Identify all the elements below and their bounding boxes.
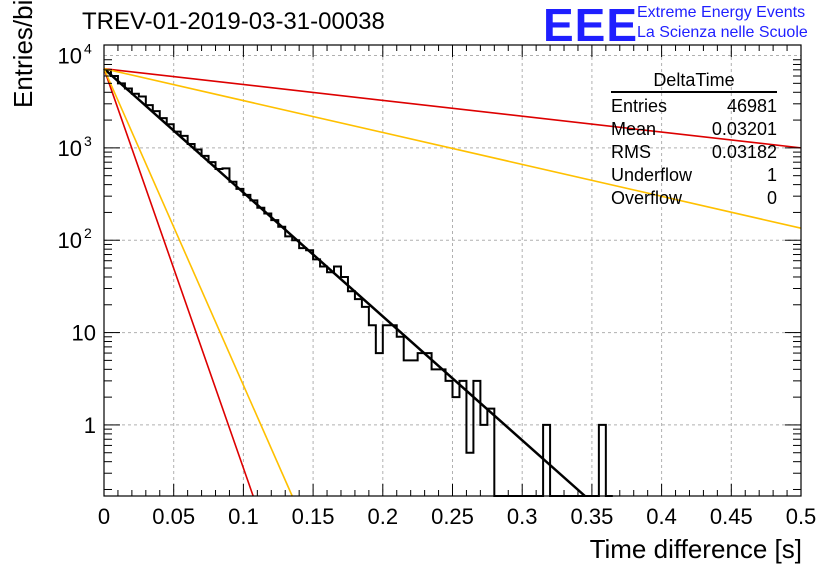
stats-title: DeltaTime <box>611 70 777 93</box>
fit-line-3 <box>103 67 802 229</box>
y-tick-exponent: 3 <box>84 133 92 149</box>
stats-label: Underflow <box>611 165 693 185</box>
y-tick-label: 10 <box>58 44 82 69</box>
stats-row-underflow: Underflow 1 <box>611 164 777 187</box>
histogram-trace <box>104 68 613 497</box>
fit-line-2 <box>103 67 802 149</box>
x-tick-label: 0.05 <box>152 504 195 529</box>
stats-row-overflow: Overflow 0 <box>611 187 777 210</box>
stats-value: 0 <box>766 188 777 208</box>
stats-box: DeltaTime Entries 46981 Mean 0.03201 RMS… <box>611 70 777 210</box>
stats-label: RMS <box>611 142 651 162</box>
stats-value: 1 <box>766 165 777 185</box>
stats-row-rms: RMS 0.03182 <box>611 141 777 164</box>
eee-logo: EEE <box>543 0 639 51</box>
logo-line-1: Extreme Energy Events <box>637 4 806 21</box>
x-tick-label: 0.1 <box>228 504 259 529</box>
y-tick-label: 10 <box>58 228 82 253</box>
stats-value: 0.03182 <box>711 142 777 162</box>
y-tick-exponent: 2 <box>84 225 92 241</box>
stats-value: 46981 <box>726 96 777 116</box>
y-tick-label: 1 <box>84 413 96 438</box>
x-tick-label: 0.35 <box>570 504 613 529</box>
x-tick-label: 0.4 <box>646 504 677 529</box>
x-tick-label: 0.3 <box>507 504 538 529</box>
chart-title: TREV-01-2019-03-31-00038 <box>82 8 385 35</box>
stats-value: 0.03201 <box>711 119 777 139</box>
y-axis-label: Entries/bin <box>8 0 38 108</box>
x-tick-label: 0.15 <box>292 504 335 529</box>
y-tick-exponent: 4 <box>84 41 92 57</box>
x-tick-label: 0.5 <box>786 504 817 529</box>
fit-line-5 <box>103 68 293 497</box>
fit-line-1 <box>103 67 586 497</box>
x-tick-label: 0 <box>98 504 110 529</box>
stats-label: Mean <box>611 119 657 139</box>
x-axis-label: Time difference [s] <box>589 534 802 564</box>
stats-row-mean: Mean 0.03201 <box>611 118 777 141</box>
y-tick-label: 10 <box>72 321 96 346</box>
stats-label: Overflow <box>611 188 683 208</box>
stats-row-entries: Entries 46981 <box>611 95 777 118</box>
stats-label: Entries <box>611 96 668 116</box>
y-tick-label: 10 <box>58 136 82 161</box>
fit-line-4 <box>103 68 254 497</box>
x-tick-label: 0.25 <box>431 504 474 529</box>
x-tick-label: 0.45 <box>710 504 753 529</box>
logo-line-2: La Scienza nelle Scuole <box>637 24 808 41</box>
x-tick-label: 0.2 <box>368 504 399 529</box>
